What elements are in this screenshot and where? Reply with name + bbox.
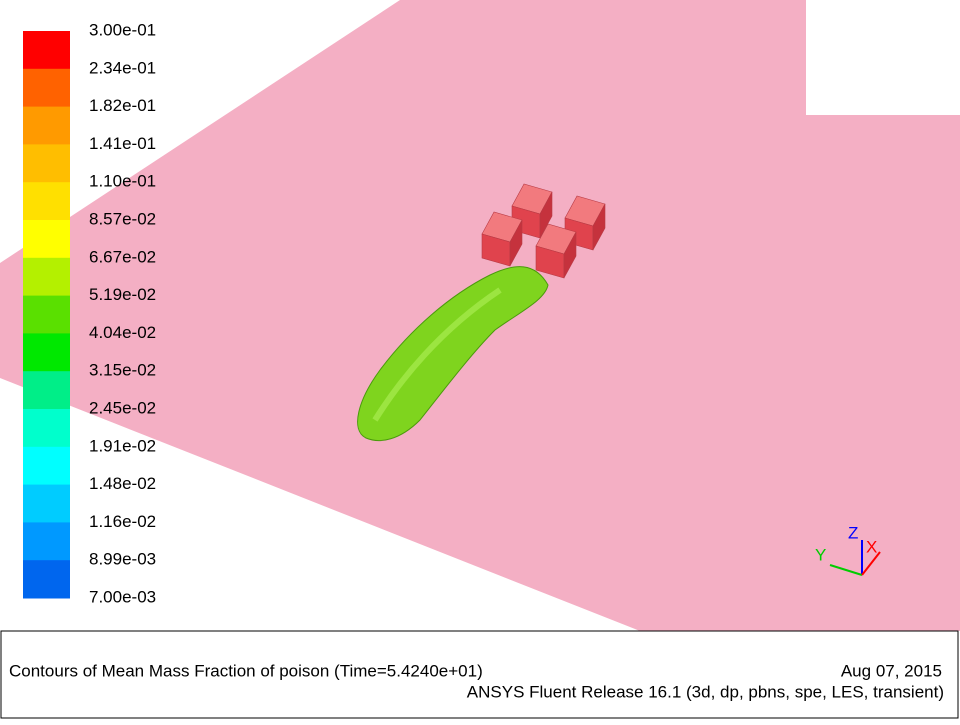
axis-label-x: X bbox=[866, 537, 877, 556]
colorbar: 3.00e-01 2.34e-01 1.82e-01 1.41e-01 1.10e-01… bbox=[23, 20, 156, 606]
colorbar-swatch bbox=[23, 560, 70, 599]
colorbar-label: 1.10e-01 bbox=[89, 172, 156, 191]
colorbar-label: 5.19e-02 bbox=[89, 285, 156, 304]
footer-release: ANSYS Fluent Release 16.1 (3d, dp, pbns,… bbox=[467, 682, 944, 701]
colorbar-swatch bbox=[23, 68, 70, 108]
colorbar-swatch bbox=[23, 484, 70, 523]
colorbar-label: 3.00e-01 bbox=[89, 20, 156, 39]
buildings bbox=[481, 183, 606, 279]
colorbar-label: 2.45e-02 bbox=[89, 398, 156, 417]
colorbar-swatch bbox=[23, 446, 70, 486]
colorbar-swatch bbox=[23, 144, 70, 183]
colorbar-swatch bbox=[23, 31, 70, 70]
footer-date: Aug 07, 2015 bbox=[841, 661, 942, 680]
axis-label-z: Z bbox=[848, 523, 858, 542]
axis-label-y: Y bbox=[815, 545, 826, 564]
plume bbox=[357, 266, 549, 442]
colorbar-label: 1.16e-02 bbox=[89, 512, 156, 531]
colorbar-swatch bbox=[23, 371, 70, 410]
colorbar-swatch bbox=[23, 220, 70, 259]
footer-box bbox=[0, 630, 959, 719]
axis-triad bbox=[829, 540, 881, 576]
colorbar-label: 8.99e-03 bbox=[89, 550, 156, 569]
colorbar-swatch bbox=[23, 257, 70, 297]
colorbar-label: 6.67e-02 bbox=[89, 247, 156, 266]
footer-title: Contours of Mean Mass Fraction of poison… bbox=[9, 661, 483, 680]
colorbar-swatch bbox=[23, 106, 70, 145]
colorbar-label: 1.41e-01 bbox=[89, 134, 156, 153]
colorbar-swatch bbox=[23, 182, 70, 221]
colorbar-label: 4.04e-02 bbox=[89, 323, 156, 342]
colorbar-label: 1.82e-01 bbox=[89, 96, 156, 115]
colorbar-label: 3.15e-02 bbox=[89, 361, 156, 380]
colorbar-label: 1.48e-02 bbox=[89, 474, 156, 493]
colorbar-label: 8.57e-02 bbox=[89, 209, 156, 228]
colorbar-swatch bbox=[23, 522, 70, 561]
colorbar-label: 2.34e-01 bbox=[89, 58, 156, 77]
colorbar-swatch bbox=[23, 295, 70, 334]
colorbar-label: 1.91e-02 bbox=[89, 436, 156, 455]
colorbar-swatch bbox=[23, 333, 70, 372]
colorbar-swatch bbox=[23, 409, 70, 448]
colorbar-label: 7.00e-03 bbox=[89, 587, 156, 606]
